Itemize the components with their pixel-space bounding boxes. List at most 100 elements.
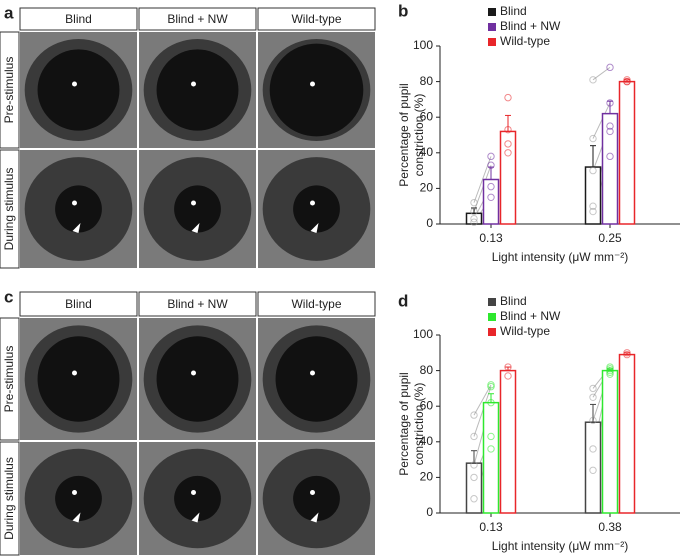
legend-swatch — [488, 8, 496, 16]
column-header-box — [138, 7, 257, 31]
pupil — [37, 49, 120, 131]
pupil — [174, 475, 221, 522]
data-point — [487, 382, 495, 391]
data-point — [504, 372, 512, 380]
data-point — [504, 363, 512, 371]
pupil — [174, 185, 221, 233]
bar — [465, 462, 483, 514]
row-label-box — [0, 31, 20, 149]
column-header-box — [257, 7, 376, 31]
arrowhead — [191, 512, 200, 523]
data-point — [470, 432, 478, 441]
reflection — [191, 370, 196, 376]
data-point — [470, 207, 478, 216]
panel-label: d — [398, 291, 408, 310]
data-point — [470, 495, 478, 503]
legend-swatch — [488, 38, 496, 46]
data-point — [589, 134, 597, 143]
bar — [482, 401, 500, 514]
data-point — [470, 461, 478, 469]
data-point — [487, 161, 495, 169]
legend-label: Wild-type — [500, 34, 550, 48]
reflection — [310, 490, 315, 495]
bar — [618, 80, 636, 225]
data-point — [470, 473, 478, 482]
data-point — [487, 152, 495, 161]
arrowhead — [310, 223, 319, 233]
column-header: Blind + NW — [167, 12, 228, 26]
bar — [499, 130, 517, 225]
arrowhead — [310, 512, 319, 523]
bar — [601, 369, 619, 514]
pair-line — [473, 384, 492, 416]
y-tick-label: 60 — [420, 398, 434, 412]
y-tick-label: 40 — [420, 145, 434, 159]
data-point — [504, 93, 512, 102]
column-header: Blind — [65, 297, 92, 311]
data-point — [623, 350, 631, 359]
pair-line — [473, 386, 492, 437]
pupil — [37, 336, 120, 422]
pupil — [156, 49, 239, 131]
panel-label: b — [398, 1, 408, 20]
legend-label: Blind + NW — [500, 309, 561, 323]
y-tick-label: 100 — [413, 38, 433, 52]
reflection — [310, 200, 315, 206]
row-label: During stimulus — [2, 168, 16, 251]
arrowhead — [72, 512, 81, 523]
y-tick-label: 60 — [420, 109, 434, 123]
data-point — [487, 193, 495, 202]
reflection — [72, 490, 77, 495]
pupil — [293, 185, 340, 233]
bar — [584, 421, 602, 514]
data-point — [487, 445, 495, 453]
x-tick-label: 0.25 — [598, 231, 622, 245]
pupil — [275, 336, 358, 422]
arrowhead — [191, 223, 200, 233]
legend-label: Blind — [500, 294, 527, 308]
data-point — [606, 122, 614, 130]
data-point — [589, 76, 597, 84]
legend-swatch — [488, 313, 496, 321]
legend-swatch — [488, 298, 496, 306]
y-tick-label: 0 — [426, 505, 433, 519]
data-point — [589, 384, 597, 393]
legend-swatch — [488, 328, 496, 336]
data-point — [470, 411, 478, 419]
y-tick-label: 100 — [413, 327, 433, 341]
y-tick-label: 40 — [420, 434, 434, 448]
column-header-box — [257, 291, 376, 317]
reflection — [310, 81, 315, 87]
x-axis-label: Light intensity (μW mm⁻²) — [492, 539, 629, 553]
reflection — [191, 81, 196, 87]
panel-label: a — [4, 3, 14, 22]
data-point — [606, 127, 614, 136]
bar — [618, 353, 636, 514]
y-axis-label: Percentage of pupil — [397, 372, 411, 475]
y-tick-label: 20 — [420, 181, 434, 195]
y-tick-label: 80 — [420, 363, 434, 377]
row-label-box — [0, 441, 20, 556]
x-tick-label: 0.38 — [598, 520, 622, 534]
data-point — [470, 198, 478, 207]
arrowhead — [72, 223, 81, 233]
reflection — [72, 370, 77, 376]
row-label-box — [0, 317, 20, 441]
bar — [482, 178, 500, 225]
data-point — [589, 207, 597, 216]
data-point — [589, 166, 597, 175]
reflection — [191, 490, 196, 495]
data-point — [589, 416, 597, 425]
data-point — [470, 214, 478, 223]
column-header-box — [19, 291, 138, 317]
data-point — [589, 445, 597, 453]
data-point — [487, 182, 495, 191]
x-tick-label: 0.13 — [479, 520, 503, 534]
reflection — [72, 81, 77, 87]
bar — [499, 369, 517, 514]
data-point — [606, 99, 614, 107]
panel-label: c — [4, 287, 13, 306]
y-tick-label: 80 — [420, 74, 434, 88]
data-point — [504, 140, 512, 148]
data-point — [589, 393, 597, 401]
